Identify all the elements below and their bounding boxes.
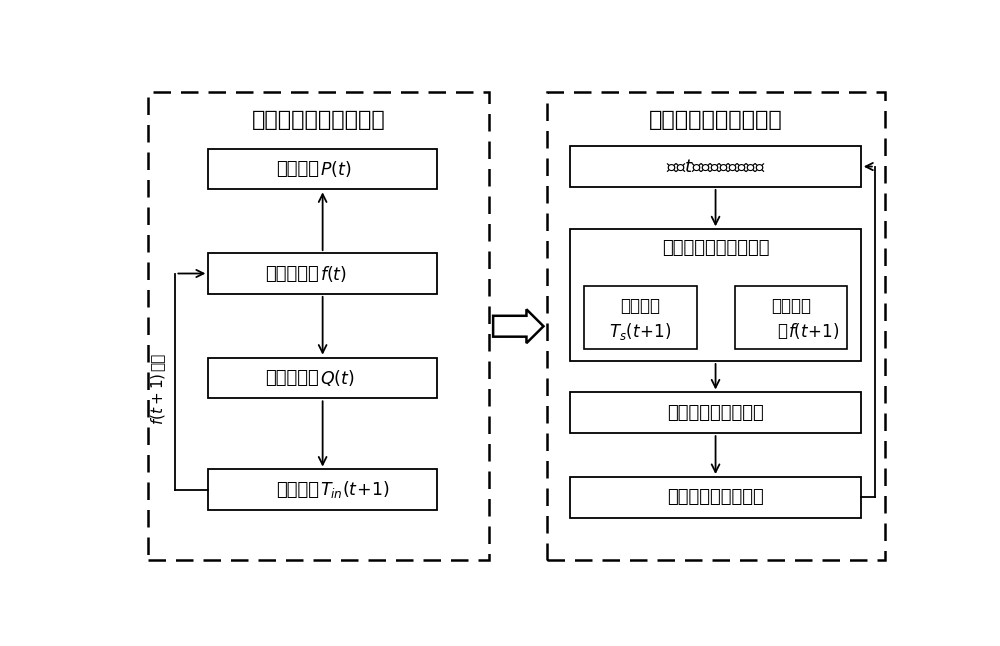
Bar	[735, 286, 847, 349]
Text: 单台变频空调负荷模型: 单台变频空调负荷模型	[252, 110, 386, 130]
Text: 优化控制，满足目标: 优化控制，满足目标	[667, 404, 764, 422]
Text: $Q(t)$: $Q(t)$	[320, 368, 354, 388]
Text: 改变变频空调运行参数: 改变变频空调运行参数	[662, 239, 769, 257]
Text: 更新室温与负荷信息: 更新室温与负荷信息	[667, 488, 764, 506]
FancyArrow shape	[493, 309, 544, 343]
Text: 变频空调群组调控模型: 变频空调群组调控模型	[649, 110, 783, 130]
Text: 设定温度: 设定温度	[620, 297, 660, 315]
Bar	[148, 92, 489, 560]
Bar	[570, 392, 861, 433]
Text: $P(t)$: $P(t)$	[320, 159, 351, 179]
Text: $f(t+1)$: $f(t+1)$	[149, 373, 167, 425]
Text: $f(t)$: $f(t)$	[320, 264, 346, 284]
Bar	[208, 253, 437, 294]
Text: $T_s(t\!+\!1)$: $T_s(t\!+\!1)$	[609, 320, 672, 342]
Text: 压缩机频率: 压缩机频率	[265, 264, 319, 282]
Text: 确定$t$时刻负荷调度目标: 确定$t$时刻负荷调度目标	[666, 158, 765, 176]
Text: 空调制冷量: 空调制冷量	[265, 369, 319, 387]
Text: $T_{in}(t\!+\!1)$: $T_{in}(t\!+\!1)$	[320, 479, 389, 501]
Text: 压缩机频: 压缩机频	[771, 297, 811, 315]
Text: 更新: 更新	[151, 353, 166, 371]
Bar	[570, 477, 861, 517]
Text: 率: 率	[777, 322, 787, 340]
Bar	[208, 470, 437, 510]
Bar	[584, 286, 697, 349]
Text: 室内温度: 室内温度	[276, 481, 319, 499]
Bar	[547, 92, 885, 560]
Text: 制冷功率: 制冷功率	[276, 160, 319, 178]
Bar	[208, 358, 437, 399]
Bar	[570, 229, 861, 361]
Bar	[208, 149, 437, 189]
Bar	[570, 146, 861, 187]
Text: $f(t\!+\!1)$: $f(t\!+\!1)$	[788, 321, 840, 341]
